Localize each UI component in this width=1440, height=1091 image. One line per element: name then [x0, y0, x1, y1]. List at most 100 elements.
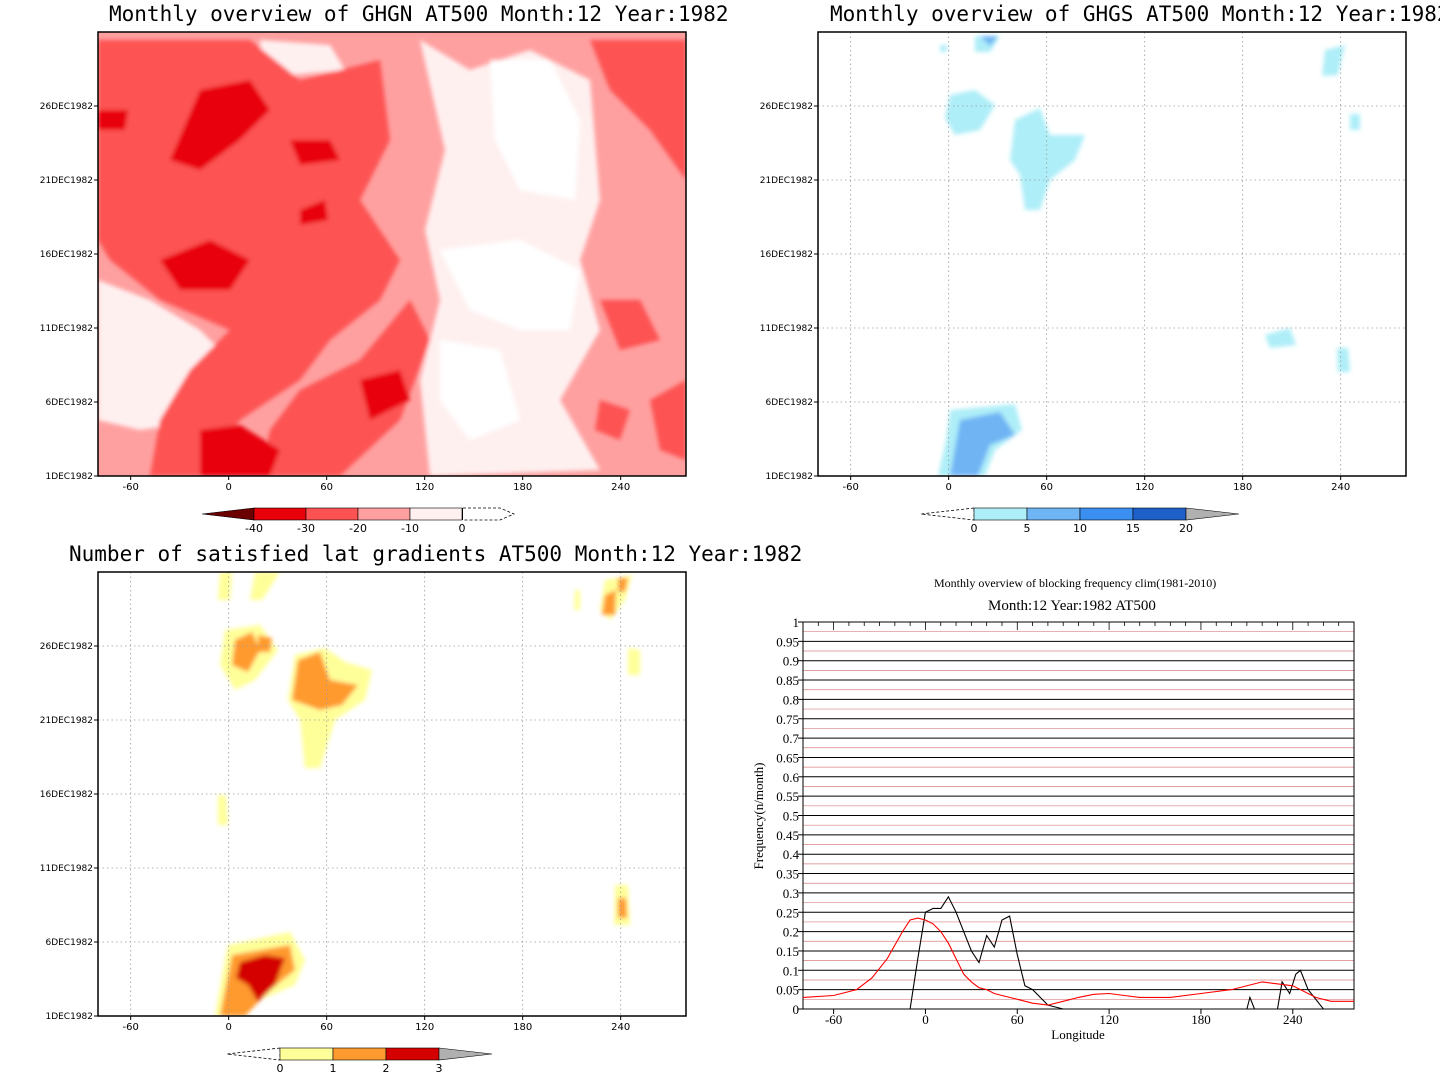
frequency-ytick-label: 0.15: [776, 944, 799, 959]
ghgn-xtick-label: -60: [122, 482, 138, 493]
axes-layer: -60 0 60 120 180 2401DEC19826DEC198211DEC1982…: [40, 102, 1350, 1033]
frequency-ytick-label: 0.6: [783, 770, 800, 785]
ghgn-cb-right-end: [463, 507, 516, 521]
frequency-ytick-label: 1: [793, 615, 800, 630]
frequency-ytick-label: 0.75: [776, 712, 799, 727]
ghgn-xtick-label: 240: [611, 482, 630, 493]
chart-title-ghgs: Monthly overview of GHGS AT500 Month:12 …: [830, 2, 1440, 26]
frequency-series-line-1: [802, 917, 1354, 1006]
gradients-cb-label: 1: [330, 1062, 337, 1075]
frequency-series-line-0: [803, 895, 1354, 1010]
frequency-xtick-label: 60: [1011, 1012, 1024, 1027]
gradients-field: [215, 572, 640, 1016]
frequency-xtick-label: 120: [1099, 1012, 1119, 1027]
chart-subtitle-frequency: Month:12 Year:1982 AT500: [988, 598, 1156, 614]
ghgn-cb-label: -10: [401, 522, 419, 535]
ghgs-xtick-label: 120: [1135, 482, 1154, 493]
frequency-xlabel: Longitude: [1051, 1027, 1105, 1042]
frequency-ytick-label: 0.9: [783, 654, 799, 669]
ghgs-cb-label: 5: [1024, 522, 1031, 535]
gradients-ytick-label: 1DEC1982: [45, 1012, 93, 1022]
frequency-xtick-label: 0: [922, 1012, 929, 1027]
gradients-cb-right-end: [438, 1047, 493, 1061]
ghgn-ytick-label: 26DEC1982: [40, 102, 93, 112]
gradients-cb-label: 0: [277, 1062, 284, 1075]
ghgn-ytick-label: 6DEC1982: [45, 398, 93, 408]
ghgs-xtick-label: 0: [945, 482, 951, 493]
frequency-ytick-label: 0.45: [776, 828, 799, 843]
frequency-ytick-label: 0.55: [776, 789, 799, 804]
gradients-cb-label: 2: [383, 1062, 390, 1075]
ghgs-xtick-label: 240: [1331, 482, 1350, 493]
ghgn-cb-swatch: [409, 507, 463, 521]
ghgs-ytick-label: 6DEC1982: [765, 398, 813, 408]
frequency-ylabel: Frequency(n/month): [751, 763, 766, 870]
ghgn-xtick-label: 0: [225, 482, 231, 493]
ghgn-ytick-label: 1DEC1982: [45, 472, 93, 482]
ghgs-ytick-label: 11DEC1982: [760, 324, 813, 334]
ghgn-ytick-label: 11DEC1982: [40, 324, 93, 334]
frequency-xtick-label: 180: [1191, 1012, 1211, 1027]
ghgs-cb-left-end: [920, 507, 975, 521]
ghgn-xtick-label: 120: [415, 482, 434, 493]
ghgs-ytick-label: 1DEC1982: [765, 472, 813, 482]
ghgs-cb-swatch: [1026, 507, 1081, 521]
gradients-xtick-label: 120: [415, 1022, 434, 1033]
ghgs-cb-label: 10: [1073, 522, 1087, 535]
gradients-cb-swatch: [385, 1047, 440, 1061]
frequency-line-chart: 0 0.05 0.1 0.15 0.2 0.25 0.3 0.35 0.4 0.45 0.5 0.55…: [776, 615, 1355, 1027]
frequency-xtick-label: 240: [1283, 1012, 1303, 1027]
gradients-cb-left-end: [226, 1047, 281, 1061]
frequency-xtick-label: -60: [825, 1012, 842, 1027]
ghgn-ytick-label: 16DEC1982: [40, 250, 93, 260]
ghgs-cb-label: 15: [1126, 522, 1140, 535]
gradients-ytick-label: 11DEC1982: [40, 864, 93, 874]
ghgn-cb-label: -30: [297, 522, 315, 535]
gradients-xtick-label: 60: [320, 1022, 333, 1033]
gradients-ytick-label: 21DEC1982: [40, 716, 93, 726]
ghgn-cb-label: 0: [459, 522, 466, 535]
ghgs-xtick-label: 60: [1040, 482, 1053, 493]
gradients-xtick-label: -60: [122, 1022, 138, 1033]
chart-title-frequency: Monthly overview of blocking frequency c…: [934, 576, 1217, 590]
ghgs-ytick-label: 21DEC1982: [760, 176, 813, 186]
gradients-xtick-label: 240: [611, 1022, 630, 1033]
frequency-ytick-label: 0.85: [776, 673, 799, 688]
ghgn-cb-label: -20: [349, 522, 367, 535]
ghgs-cb-right-end: [1185, 507, 1240, 521]
gradients-ytick-label: 26DEC1982: [40, 642, 93, 652]
ghgn-xtick-label: 60: [320, 482, 333, 493]
ghgs-cb-label: 0: [971, 522, 978, 535]
ghgs-grid: [818, 32, 1406, 476]
ghgn-xtick-label: 180: [513, 482, 532, 493]
ghgs-cb-swatch: [973, 507, 1028, 521]
ghgs-xtick-label: -60: [842, 482, 858, 493]
gradients-grid: [98, 572, 686, 1016]
ghgs-xtick-label: 180: [1233, 482, 1252, 493]
gradients-cb-swatch: [332, 1047, 387, 1061]
ghgs-field: [938, 36, 1360, 476]
ghgs-ytick-label: 16DEC1982: [760, 250, 813, 260]
frequency-ytick-label: 0.3: [783, 886, 799, 901]
ghgn-ytick-label: 21DEC1982: [40, 176, 93, 186]
gradients-cb-swatch: [279, 1047, 334, 1061]
ghgn-cb-swatch: [253, 507, 307, 521]
frequency-ytick-label: 0.05: [776, 983, 799, 998]
frequency-ytick-label: 0.65: [776, 750, 799, 765]
ghgn-cb-swatch: [305, 507, 359, 521]
chart-title-gradients: Number of satisfied lat gradients AT500 …: [69, 542, 803, 566]
frequency-ytick-label: 0.95: [776, 634, 799, 649]
frequency-ytick-label: 0.35: [776, 867, 799, 882]
gradients-cb-label: 3: [436, 1062, 443, 1075]
gradients-ytick-label: 6DEC1982: [45, 938, 93, 948]
frequency-ytick-label: 0.8: [783, 692, 799, 707]
frequency-ytick-label: 0.4: [783, 847, 800, 862]
frequency-ytick-label: 0.5: [783, 809, 799, 824]
chart-title-ghgn: Monthly overview of GHGN AT500 Month:12 …: [109, 2, 729, 26]
ghgs-ytick-label: 26DEC1982: [760, 102, 813, 112]
ghgs-cb-swatch: [1132, 507, 1187, 521]
frequency-ytick-label: 0.2: [783, 925, 799, 940]
frequency-ytick-label: 0.7: [783, 731, 800, 746]
ghgn-cb-label: -40: [245, 522, 263, 535]
